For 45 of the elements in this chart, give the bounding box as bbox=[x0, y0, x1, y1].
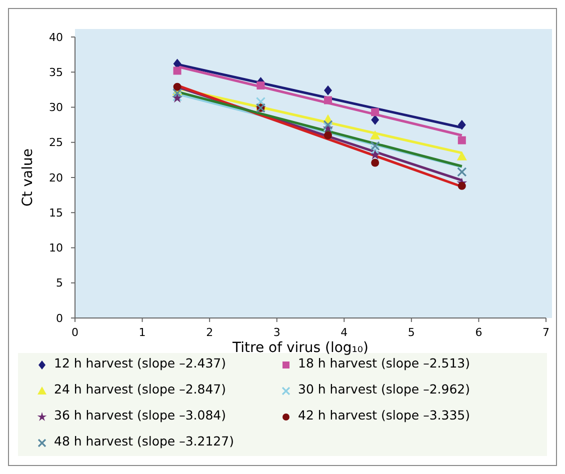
point bbox=[371, 158, 380, 167]
point bbox=[324, 96, 332, 104]
legend-label: 30 h harvest (slope –2.962) bbox=[298, 381, 470, 396]
y-tick-label: 20 bbox=[49, 171, 63, 184]
point bbox=[173, 82, 182, 91]
x-tick-label: 0 bbox=[72, 326, 78, 339]
x-tick-label: 6 bbox=[475, 326, 482, 339]
y-tick-label: 5 bbox=[56, 276, 63, 290]
point bbox=[371, 114, 380, 125]
x-tick-label: 3 bbox=[273, 326, 280, 339]
x-tick-label: 7 bbox=[542, 326, 550, 339]
legend-label: 18 h harvest (slope –2.513) bbox=[298, 355, 470, 370]
y-tick-label: 35 bbox=[49, 66, 63, 79]
point bbox=[458, 120, 466, 130]
point bbox=[458, 136, 466, 144]
y-axis-title: Ct value bbox=[20, 148, 36, 206]
legend-label: 36 h harvest (slope –3.084) bbox=[54, 407, 226, 422]
x-axis-title: Titre of virus (log₁₀) bbox=[232, 340, 368, 356]
x-tick-label: 4 bbox=[340, 326, 348, 339]
point bbox=[458, 182, 466, 190]
y-tick-label: 30 bbox=[49, 101, 63, 114]
point bbox=[324, 85, 332, 96]
point bbox=[370, 130, 380, 140]
legend-label: 12 h harvest (slope –2.437) bbox=[54, 355, 226, 370]
point bbox=[256, 81, 265, 90]
x-tick-label: 2 bbox=[206, 326, 214, 339]
point bbox=[456, 151, 467, 160]
legend-label: 48 h harvest (slope –3.2127) bbox=[54, 433, 234, 448]
point bbox=[256, 96, 266, 106]
x-tick-label: 1 bbox=[138, 326, 146, 339]
x-tick-label: 5 bbox=[408, 326, 415, 339]
point bbox=[370, 141, 380, 151]
legend-label: 24 h harvest (slope –2.847) bbox=[54, 381, 226, 396]
point bbox=[370, 145, 380, 155]
y-tick-label: 40 bbox=[49, 30, 63, 44]
y-tick-label: 25 bbox=[49, 136, 63, 150]
point bbox=[324, 131, 332, 140]
point bbox=[172, 88, 182, 98]
point bbox=[173, 66, 182, 75]
point bbox=[370, 150, 380, 160]
legend-label: 42 h harvest (slope –3.335) bbox=[298, 407, 470, 422]
y-tick-label: 15 bbox=[49, 206, 63, 220]
y-tick-label: 0 bbox=[56, 312, 63, 325]
point bbox=[371, 108, 380, 116]
y-tick-label: 10 bbox=[49, 242, 63, 255]
